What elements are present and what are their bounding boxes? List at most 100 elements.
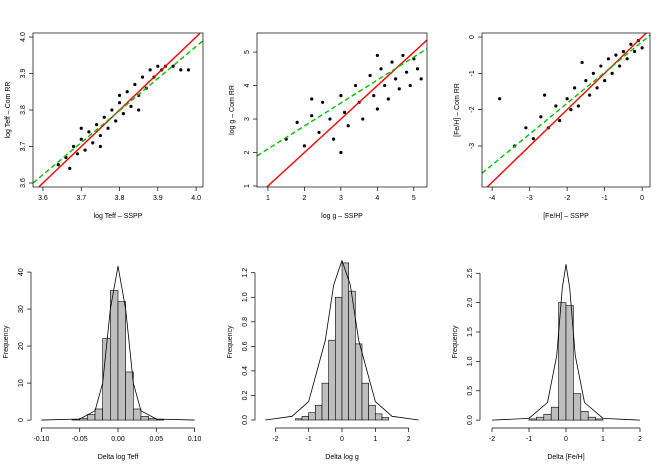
- y-tick-label: 30: [18, 305, 25, 313]
- point: [156, 64, 160, 68]
- bar: [550, 406, 559, 421]
- plot-box: [481, 32, 651, 188]
- y-tick-label: 1: [244, 184, 251, 188]
- point: [599, 64, 603, 68]
- y-tick-label: 0.2: [242, 390, 249, 400]
- plot-box: [32, 32, 204, 188]
- bar: [87, 414, 96, 421]
- y-axis-label: Frequency: [227, 325, 234, 359]
- bar: [381, 417, 389, 421]
- y-tick-label: 1.5: [467, 327, 474, 337]
- points: [33, 33, 203, 187]
- bar: [133, 408, 142, 421]
- x-tick-label: 1: [601, 436, 605, 443]
- bar: [361, 382, 369, 421]
- fit-line: [486, 33, 647, 187]
- x-tick-label: 0.05: [149, 436, 163, 443]
- y-tick-label: 3.6: [20, 178, 27, 188]
- point: [342, 110, 347, 114]
- x-tick-label: -1: [602, 195, 608, 202]
- point: [79, 137, 83, 141]
- y-tick-label: 3.8: [20, 105, 27, 115]
- point: [361, 117, 365, 121]
- plot-box: [256, 32, 428, 188]
- point: [186, 68, 191, 72]
- point: [375, 107, 379, 111]
- y-tick-label: 20: [18, 342, 25, 350]
- point: [137, 108, 141, 112]
- y-tick-label: 3.7: [20, 142, 27, 152]
- x-axis-label: log Teff – SSPP: [94, 213, 143, 220]
- bar: [102, 338, 111, 421]
- y-tick-label: 3.9: [20, 69, 27, 79]
- point: [179, 68, 183, 72]
- point: [404, 70, 409, 74]
- point: [79, 126, 83, 130]
- point: [390, 60, 394, 64]
- point: [98, 133, 102, 138]
- point: [102, 115, 106, 119]
- x-tick-label: 3.9: [153, 195, 163, 202]
- point: [91, 141, 95, 145]
- x-tick-label: 2: [407, 436, 411, 443]
- bar: [587, 416, 596, 421]
- bar: [341, 262, 349, 421]
- x-tick-label: 0: [564, 436, 568, 443]
- bar: [140, 416, 149, 421]
- point: [401, 53, 405, 58]
- point: [584, 78, 588, 83]
- x-tick-label: -1: [526, 436, 532, 443]
- point: [408, 83, 412, 88]
- x-tick-label: 0: [640, 195, 644, 202]
- point: [588, 93, 592, 97]
- point: [383, 83, 387, 88]
- point: [524, 126, 528, 130]
- point: [621, 49, 625, 54]
- point: [328, 117, 332, 121]
- y-tick-label: -3: [469, 143, 476, 149]
- y-tick-label: 2.0: [467, 298, 474, 308]
- point: [87, 130, 91, 134]
- bar: [110, 290, 119, 421]
- point: [569, 108, 573, 112]
- x-axis-label: log g – SSPP: [321, 213, 363, 220]
- point: [591, 71, 595, 75]
- x-tick-label: 0.10: [188, 436, 202, 443]
- point: [610, 71, 614, 75]
- y-tick-label: 1.0: [242, 292, 249, 302]
- point: [110, 108, 114, 112]
- x-tick-label: -2: [272, 436, 278, 443]
- point: [386, 97, 390, 101]
- x-tick-label: 3: [339, 195, 343, 202]
- bar: [595, 418, 604, 421]
- point: [83, 148, 87, 152]
- x-tick-label: 1: [266, 195, 270, 202]
- bar: [573, 393, 582, 421]
- x-tick-label: 1: [373, 436, 377, 443]
- bar: [328, 339, 336, 421]
- point: [68, 166, 72, 170]
- y-axis-label: log g – Com RR: [229, 85, 236, 135]
- y-tick-label: 0.5: [467, 386, 474, 396]
- x-tick-label: -3: [527, 195, 533, 202]
- y-tick-label: 0.0: [242, 415, 249, 425]
- point: [576, 104, 580, 108]
- point: [397, 87, 401, 91]
- point: [56, 163, 60, 167]
- bar: [94, 408, 103, 421]
- point: [543, 93, 547, 97]
- point: [98, 144, 102, 149]
- point: [295, 120, 299, 124]
- point: [618, 64, 622, 68]
- point: [148, 68, 152, 72]
- point: [368, 73, 372, 78]
- bar: [368, 404, 376, 421]
- x-tick-label: 3.8: [115, 195, 125, 202]
- fit-line: [266, 39, 427, 187]
- point: [129, 104, 133, 108]
- point: [580, 60, 584, 65]
- x-axis-label: Delta [Fe/H]: [547, 454, 584, 461]
- bar: [308, 412, 316, 421]
- point: [614, 53, 618, 57]
